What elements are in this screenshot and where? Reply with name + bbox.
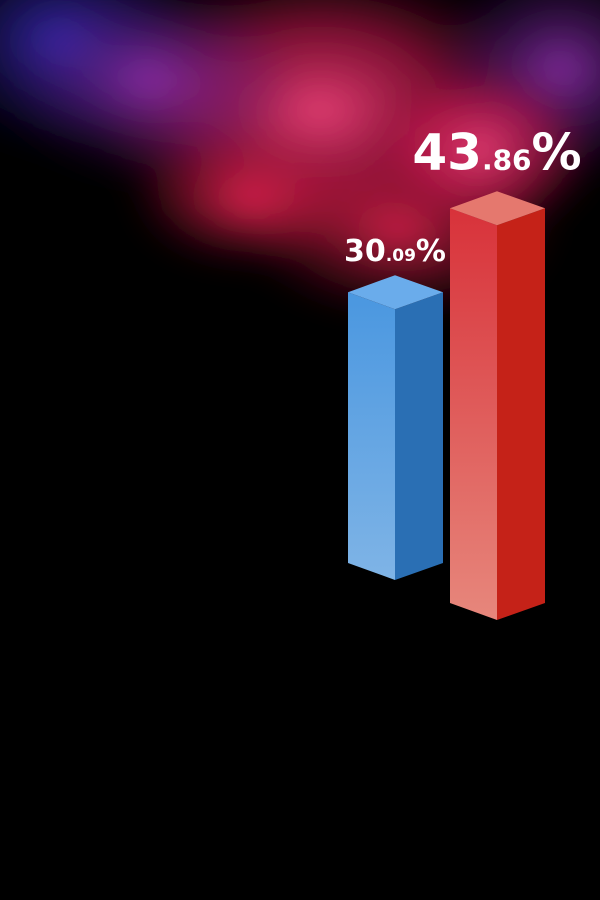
smoke-background [0,0,600,320]
bar-1 [348,275,443,580]
bars-group [348,191,545,620]
bar-1-top-face [348,275,443,310]
bar-2-top-face [450,191,545,226]
bar-2-front-face [450,208,497,620]
data-label-1: 30.09% [344,234,446,269]
bar-2 [450,191,545,620]
bar-1-front-face [348,292,395,580]
bar-2-side-face [497,208,545,620]
data-label-2: 43.86% [412,123,581,181]
bar-1-side-face [395,292,443,580]
